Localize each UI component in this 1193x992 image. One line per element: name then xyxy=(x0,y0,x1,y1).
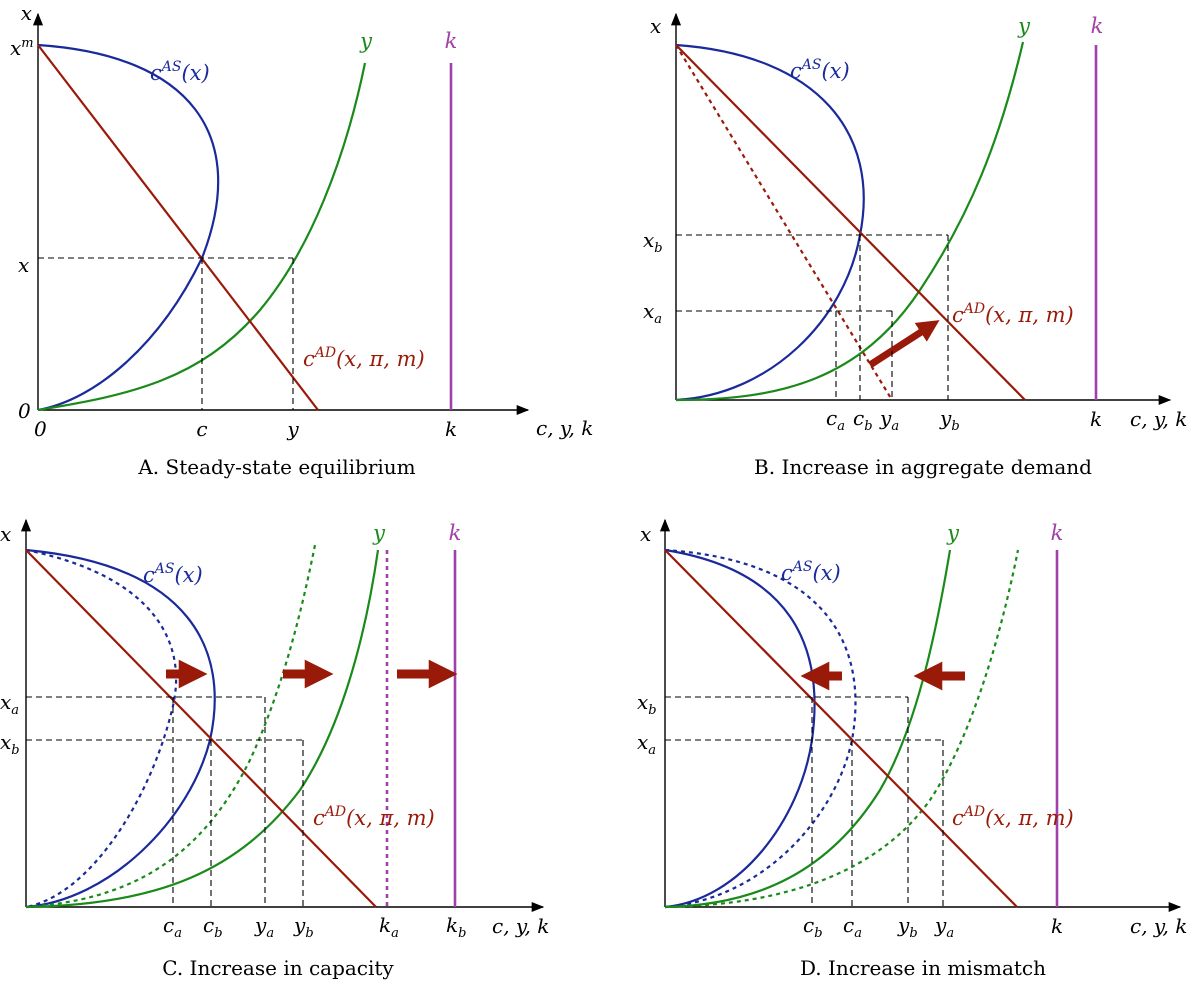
output-curve-new xyxy=(25,549,380,909)
ka-label: ka xyxy=(379,913,399,941)
xb-label: xb xyxy=(643,228,663,256)
aggregate-demand-line xyxy=(37,44,319,411)
k-tick-label: k xyxy=(1051,914,1063,938)
panel-b: x c, y, k xb xa ca cb ya yb k cAS(x) cAD… xyxy=(643,12,1187,479)
aggregate-supply-curve xyxy=(37,43,220,412)
x-axis-label: c, y, k xyxy=(492,914,549,938)
ya-label: ya xyxy=(254,913,274,941)
aggregate-demand-label: cAD(x, π, m) xyxy=(952,804,1074,830)
xa-label: xa xyxy=(0,690,19,718)
aggregate-demand-label: cAD(x, π, m) xyxy=(303,345,425,371)
output-curve-old xyxy=(25,544,317,909)
panel-c-caption: C. Increase in capacity xyxy=(162,956,394,980)
xb-label: xb xyxy=(0,730,20,758)
output-curve-label: y xyxy=(1017,14,1031,38)
aggregate-demand-line xyxy=(25,549,377,908)
panel-c: x c, y, k xa xb ca cb ya yb ka kb cAS(x)… xyxy=(0,518,549,980)
ya-label: ya xyxy=(934,913,954,941)
panel-a: x c, y, k xm x 0 0 c y k cAS(x) cAD(x, π… xyxy=(10,1,593,479)
panel-d: x c, y, k xb xa cb ca yb ya k cAS(x) cAD… xyxy=(637,518,1187,980)
xa-label: xa xyxy=(637,730,656,758)
ca-label: ca xyxy=(826,406,845,434)
aggregate-demand-line-new xyxy=(675,44,1026,401)
aggregate-demand-line xyxy=(664,549,1018,908)
y-axis-label: x xyxy=(650,14,661,38)
k-tick-label: k xyxy=(1090,407,1102,431)
capacity-line-label: k xyxy=(445,29,458,53)
kb-label: kb xyxy=(446,913,466,941)
cb-label: cb xyxy=(803,913,823,941)
yb-label: yb xyxy=(293,913,314,941)
output-curve-old xyxy=(664,549,1020,909)
yb-label: yb xyxy=(897,913,918,941)
output-curve-label: y xyxy=(359,29,373,53)
aggregate-supply-label: cAS(x) xyxy=(143,561,203,587)
output-curve-label: y xyxy=(372,521,386,545)
aggregate-supply-curve-new xyxy=(25,548,216,909)
y-axis-label: x xyxy=(640,522,651,546)
aggregate-supply-curve-new xyxy=(664,548,816,909)
output-curve-label: y xyxy=(946,521,960,545)
y-tick-label: y xyxy=(286,417,299,441)
x-axis-label: c, y, k xyxy=(536,416,593,440)
output-curve-new xyxy=(664,549,952,909)
aggregate-demand-label: cAD(x, π, m) xyxy=(952,301,1074,327)
output-curve xyxy=(37,62,367,412)
panel-b-caption: B. Increase in aggregate demand xyxy=(754,455,1092,479)
output-curve xyxy=(675,41,1025,402)
cb-label: cb xyxy=(853,406,873,434)
x-axis-label: c, y, k xyxy=(1130,914,1187,938)
origin-y-label: 0 xyxy=(18,399,31,423)
x-axis-label: c, y, k xyxy=(1130,407,1187,431)
aggregate-supply-label: cAS(x) xyxy=(781,559,841,585)
k-tick-label: k xyxy=(445,417,457,441)
yb-label: yb xyxy=(939,406,960,434)
xa-label: xa xyxy=(643,299,662,327)
panel-a-caption: A. Steady-state equilibrium xyxy=(137,455,415,479)
ca-label: ca xyxy=(163,913,182,941)
xm-label: xm xyxy=(10,36,34,60)
x-label: x xyxy=(18,253,29,277)
origin-x-label: 0 xyxy=(34,417,47,441)
aggregate-demand-label: cAD(x, π, m) xyxy=(313,804,435,830)
aggregate-demand-line-old xyxy=(675,44,893,401)
panel-d-caption: D. Increase in mismatch xyxy=(800,956,1046,980)
demand-shift-arrow xyxy=(868,320,940,368)
c-tick-label: c xyxy=(196,417,207,441)
capacity-line-label: k xyxy=(1051,521,1064,545)
capacity-line-label: k xyxy=(1091,14,1104,38)
aggregate-supply-curve-old xyxy=(25,548,178,909)
aggregate-supply-label: cAS(x) xyxy=(790,57,850,83)
y-axis-label: x xyxy=(0,522,11,546)
cb-label: cb xyxy=(203,913,223,941)
y-axis-label: x xyxy=(21,1,32,25)
xb-label: xb xyxy=(637,690,657,718)
capacity-line-label: k xyxy=(449,521,462,545)
aggregate-supply-label: cAS(x) xyxy=(150,59,210,85)
aggregate-supply-curve-old xyxy=(664,548,857,909)
ca-label: ca xyxy=(843,913,862,941)
ya-label: ya xyxy=(879,406,899,434)
